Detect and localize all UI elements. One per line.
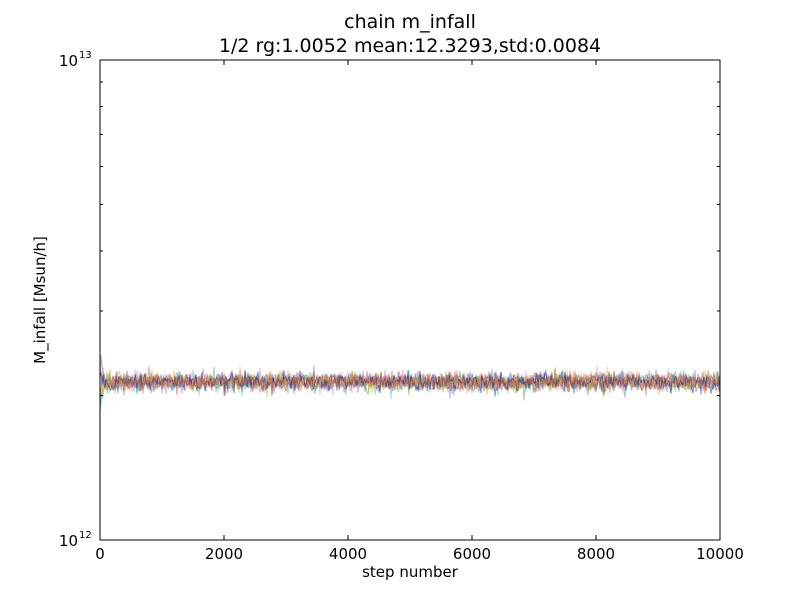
chart-subtitle: 1/2 rg:1.0052 mean:12.3293,std:0.0084 bbox=[218, 35, 602, 57]
walker-trace bbox=[99, 365, 721, 397]
x-tick-label: 4000 bbox=[329, 545, 367, 563]
y-tick-label: 10 bbox=[59, 532, 78, 550]
x-tick-label: 10000 bbox=[696, 545, 744, 563]
x-tick-label: 0 bbox=[95, 545, 105, 563]
chart-title: chain m_infall bbox=[344, 11, 476, 33]
x-tick-label: 2000 bbox=[205, 545, 243, 563]
trace-group bbox=[99, 353, 721, 413]
x-tick-label: 6000 bbox=[453, 545, 491, 563]
walker-trace bbox=[99, 366, 721, 396]
x-tick-label: 8000 bbox=[577, 545, 615, 563]
y-tick-label: 10 bbox=[59, 52, 78, 70]
walker-trace bbox=[99, 368, 721, 398]
walker-trace bbox=[99, 368, 721, 396]
axes-frame bbox=[99, 59, 721, 541]
walker-trace bbox=[99, 369, 721, 397]
walker-trace bbox=[99, 366, 721, 403]
y-tick-exponent: 12 bbox=[79, 530, 92, 541]
walker-trace bbox=[99, 366, 721, 408]
y-tick-exponent: 13 bbox=[79, 50, 92, 61]
walker-trace bbox=[99, 369, 721, 413]
x-axis-label: step number bbox=[362, 563, 458, 581]
y-axis-label: M_infall [Msun/h] bbox=[31, 236, 49, 364]
walker-trace bbox=[99, 354, 721, 399]
walker-trace bbox=[99, 353, 721, 396]
